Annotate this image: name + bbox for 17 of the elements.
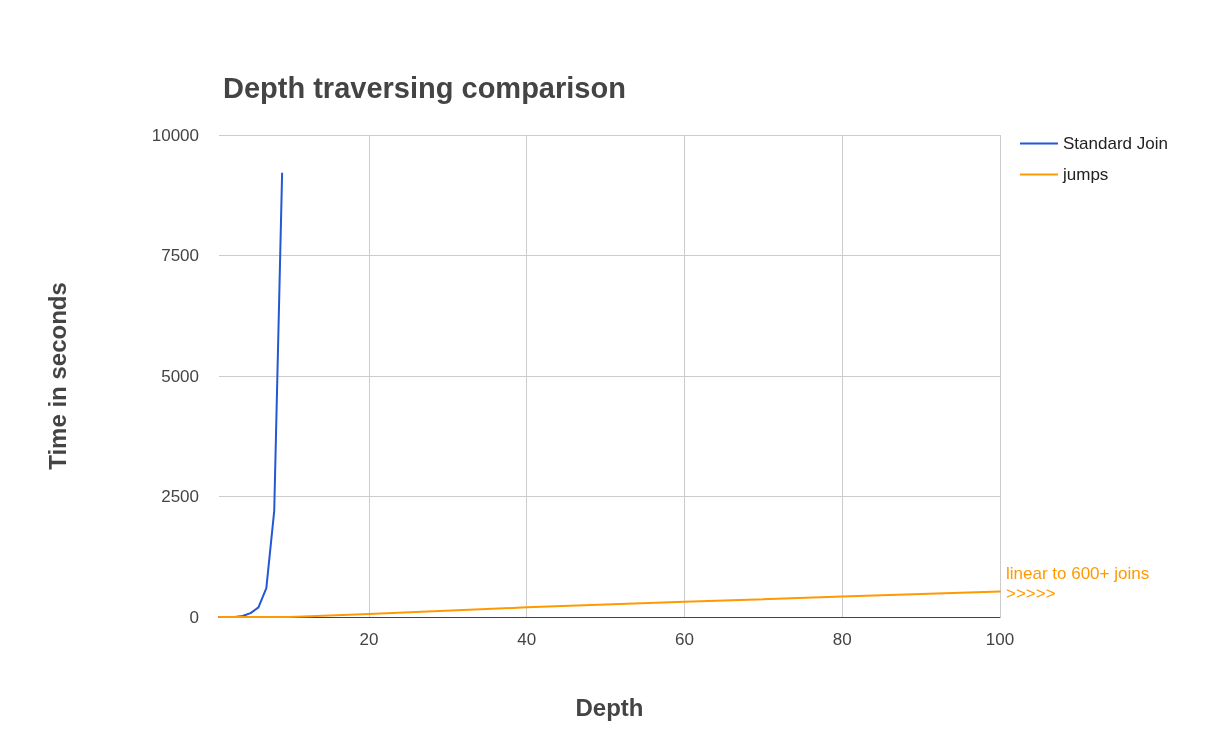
y-tick-label: 2500 [161,487,199,506]
y-tick-label: 10000 [151,125,199,145]
annotation: linear to 600+ joins >>>>> [1006,563,1150,603]
y-tick-label: 5000 [161,366,199,386]
x-tick-label: 60 [674,630,694,649]
y-axis-title: Time in seconds [43,282,71,470]
x-tick-label: 40 [517,630,537,649]
y-tick-label: 7500 [161,246,199,265]
y-tick-label: 0 [189,607,199,627]
chart-title: Depth traversing comparison [223,71,626,104]
x-axis-title: Depth [575,693,644,721]
line-series [218,590,1001,618]
x-tick-label: 20 [359,630,379,649]
legend-label: Standard Join [1063,134,1168,153]
legend-label: jumps [1062,165,1109,184]
x-tick-label: 100 [985,630,1015,649]
x-tick-label: 80 [832,630,852,649]
